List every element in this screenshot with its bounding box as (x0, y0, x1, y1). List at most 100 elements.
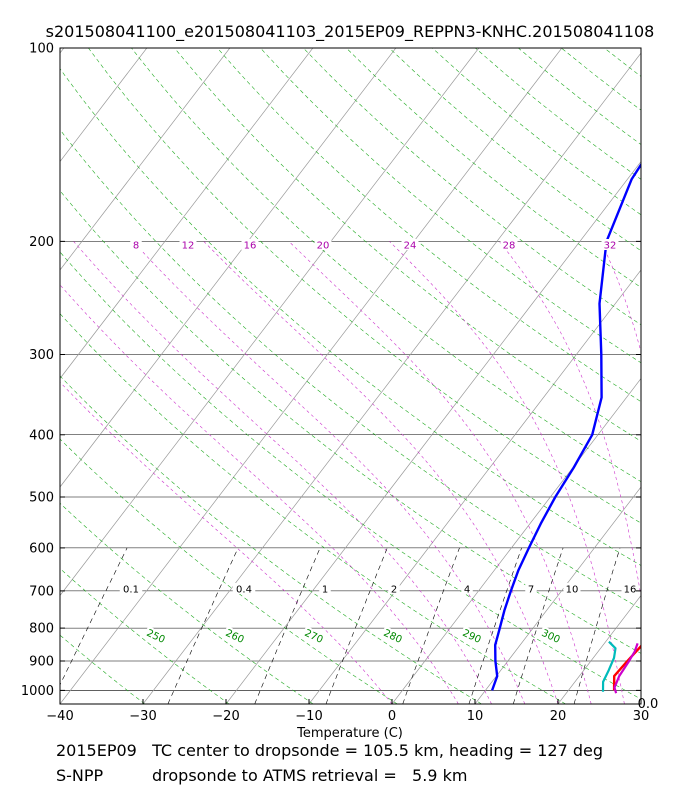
dry-adiabat-label-backdrop (380, 625, 406, 646)
y-tick-label: 400 (29, 428, 54, 443)
mixing-ratio-label: 16 (624, 585, 637, 596)
dry-adiabat-label-backdrop (222, 625, 248, 646)
moist-adiabat-line (389, 241, 625, 704)
isotherm-line (391, 377, 641, 704)
dry-adiabat-line (432, 48, 641, 216)
moist-adiabat-label-group: 12 (179, 239, 197, 252)
x-tick-label: 20 (550, 709, 567, 724)
footer-line-2: S-NPP dropsonde to ATMS retrieval = 5.9 k… (56, 766, 467, 785)
moist-adiabat-label: 12 (182, 241, 195, 252)
dewpoint-profile-line (490, 162, 641, 691)
dry-adiabat-label-group: 290 (459, 625, 485, 646)
moist-adiabat-label-group: 32 (601, 239, 619, 252)
isotherm-line (142, 52, 641, 704)
dry-adiabat-line (60, 703, 61, 704)
moist-adiabat-line (498, 241, 641, 598)
dry-adiabat-line (389, 48, 641, 252)
mixing-ratio-label-backdrop (119, 583, 143, 594)
dry-adiabat-line (88, 48, 641, 524)
moist-adiabat-line (600, 241, 641, 354)
moist-adiabat-line (60, 381, 393, 704)
y-tick-label: 1000 (21, 684, 54, 699)
dry-adiabat-line (60, 634, 145, 704)
dry-adiabat-line (60, 375, 482, 704)
surface-dewpoint-line (601, 640, 617, 692)
mixing-ratio-line (402, 547, 460, 704)
mixing-ratio-line (254, 547, 321, 704)
moist-adiabat-label-backdrop (601, 239, 619, 250)
x-tick-label: −40 (46, 709, 73, 724)
dry-adiabat-label-group: 260 (222, 625, 248, 646)
mixing-ratio-label-backdrop (525, 583, 537, 594)
isotherm-line (225, 160, 641, 704)
moist-adiabat-label-group: 16 (241, 239, 259, 252)
moist-adiabat-label-group: 8 (130, 239, 142, 252)
dry-adiabat-label-group: 270 (301, 625, 327, 646)
mixing-ratio-line (468, 547, 522, 704)
mixing-ratio-label-group: 7 (525, 583, 537, 596)
mixing-ratio-label-group: 16 (621, 583, 639, 596)
dry-adiabat-label-backdrop (143, 625, 169, 646)
dry-adiabat-line (60, 190, 641, 654)
isotherm-line (60, 48, 65, 54)
dry-adiabat-line (60, 251, 641, 700)
surface-temperature-line (613, 643, 639, 694)
mixing-ratio-label-group: 0.1 (119, 583, 143, 596)
moist-adiabat-label-backdrop (130, 239, 142, 250)
skewt-log-p-chart: s201508041100_e201508041103_2015EP09_REP… (21, 22, 700, 740)
dry-adiabat-line (60, 568, 230, 704)
mixing-ratio-label-backdrop (621, 583, 639, 594)
moist-adiabat-label-backdrop (401, 239, 419, 250)
moist-adiabat-line (132, 241, 526, 704)
isotherm-line (557, 594, 641, 704)
mixing-ratio-label-group: 10 (563, 583, 581, 596)
moist-adiabat-label: 32 (604, 241, 617, 252)
moist-adiabat-label: 8 (133, 241, 139, 252)
mixing-ratio-label: 0.4 (236, 585, 252, 596)
isotherm-line (308, 269, 641, 704)
mixing-ratio-label-backdrop (232, 583, 256, 594)
isotherm-line (60, 48, 231, 271)
x-axis-label: Temperature (C) (296, 726, 403, 740)
y-tick-label: 500 (29, 491, 54, 506)
y-tick-label: 600 (29, 541, 54, 556)
mixing-ratio-line (573, 547, 621, 704)
dry-adiabat-label-group: 300 (538, 625, 564, 646)
moist-adiabat-label: 20 (317, 241, 330, 252)
dry-adiabat-line (131, 48, 641, 483)
y-tick-label: 900 (29, 654, 54, 669)
dry-adiabat-label-group: 280 (380, 625, 406, 646)
mixing-ratio-line (512, 547, 564, 704)
moist-adiabat-label-group: 24 (401, 239, 419, 252)
moist-adiabat-label-backdrop (179, 239, 197, 250)
mixing-ratio-label: 1 (322, 585, 328, 596)
moist-adiabat-label-backdrop (314, 239, 332, 250)
chart-title: s201508041100_e201508041103_2015EP09_REP… (46, 22, 655, 42)
isotherm-line (60, 48, 480, 597)
mixing-ratio-label: 7 (528, 585, 534, 596)
footer-satellite: S-NPP (56, 766, 104, 785)
dry-adiabat-line (60, 502, 314, 704)
mixing-ratio-label-backdrop (388, 583, 400, 594)
mixing-ratio-label: 4 (464, 585, 470, 596)
dry-adiabat-line (303, 48, 641, 326)
moist-adiabat-line (73, 241, 492, 704)
dry-adiabat-label-backdrop (301, 625, 327, 646)
dry-adiabat-label-backdrop (459, 625, 485, 646)
dry-adiabat-line (346, 48, 641, 288)
dry-adiabat-line (260, 48, 641, 364)
dry-adiabat-line (217, 48, 641, 402)
moist-adiabat-label: 24 (404, 241, 417, 252)
x-tick-label: 10 (467, 709, 484, 724)
isotherm-line (60, 48, 314, 380)
mixing-ratio-label-backdrop (319, 583, 331, 594)
dry-adiabat-line (690, 48, 700, 704)
plot-frame (59, 47, 642, 705)
dry-adiabat-line (604, 48, 641, 77)
dry-adiabat-line (518, 48, 641, 145)
dry-adiabat-line (647, 48, 700, 704)
x-tick-label: 30 (633, 709, 650, 724)
footer-line-1: 2015EP09 TC center to dropsonde = 105.5 … (56, 741, 604, 760)
moist-adiabat-label-backdrop (241, 239, 259, 250)
mixing-ratio-label-group: 4 (461, 583, 473, 596)
